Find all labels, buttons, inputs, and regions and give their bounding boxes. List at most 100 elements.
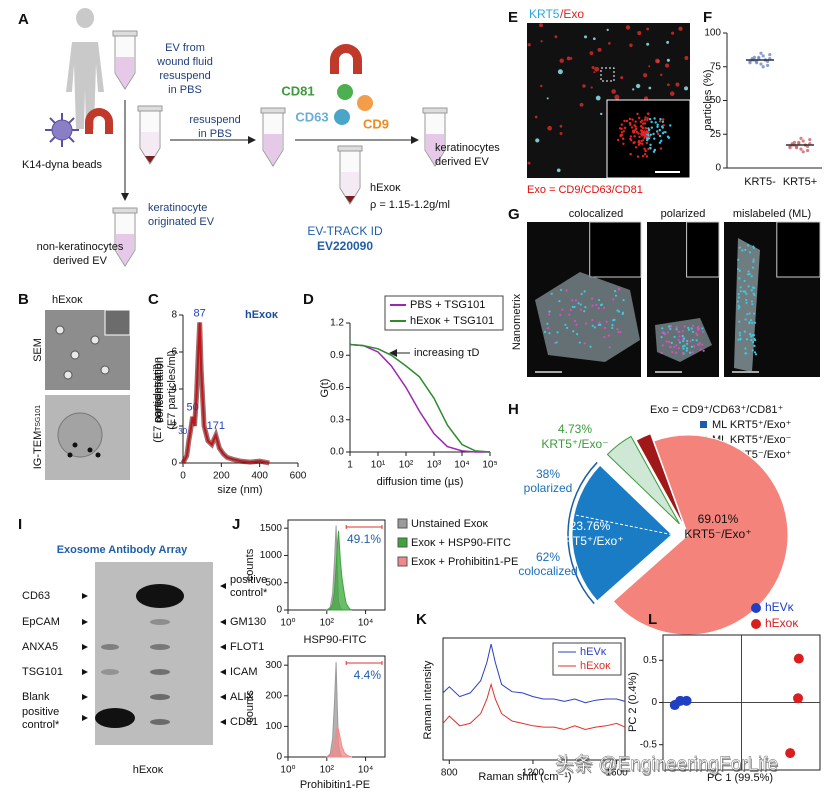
fluorescent-spot — [671, 31, 675, 35]
y-tick-label: 0.3 — [330, 414, 344, 425]
localization — [691, 338, 694, 342]
fluorescent-spot — [597, 47, 602, 52]
localization — [574, 299, 577, 302]
tube-cap — [260, 107, 286, 114]
localization — [750, 338, 753, 342]
localization — [660, 336, 663, 339]
localization — [613, 318, 616, 321]
label: resuspend — [159, 70, 210, 82]
localization — [681, 334, 684, 338]
localization — [577, 302, 580, 305]
localization — [591, 324, 594, 327]
localization — [751, 303, 754, 306]
panel-label: I — [18, 516, 22, 533]
localization — [559, 313, 562, 317]
localization — [683, 325, 686, 328]
localization — [565, 289, 568, 292]
y-tick-label: 0.6 — [330, 382, 344, 393]
label: PC 2 (0.4%) — [627, 672, 639, 732]
localization — [750, 275, 753, 278]
pointer — [220, 644, 226, 650]
correlation-curve — [349, 343, 491, 453]
label: Raman intensity — [422, 660, 434, 739]
panel-label: A — [18, 11, 29, 28]
localization — [573, 305, 576, 309]
inset-spot — [641, 154, 645, 158]
localization — [589, 345, 592, 348]
label: resuspend — [189, 114, 240, 126]
localization — [616, 309, 619, 312]
inset-spot — [641, 142, 644, 146]
legend-label: PBS + TSG101 — [410, 299, 485, 311]
localization — [739, 286, 742, 289]
inset-box — [600, 67, 615, 82]
inset-spot — [658, 141, 662, 144]
inset-spot — [633, 135, 636, 138]
y-tick-label: 1.2 — [330, 318, 344, 329]
localization — [745, 292, 748, 295]
localization — [689, 340, 692, 343]
label: hExoκ — [52, 294, 83, 306]
localization — [754, 353, 758, 356]
pointer — [82, 715, 88, 721]
localization — [702, 349, 705, 352]
label: size (nm) — [217, 484, 262, 496]
spectrum — [442, 682, 626, 731]
localization — [583, 342, 586, 345]
localization — [603, 335, 606, 339]
antibody-bead — [334, 109, 350, 125]
label: KRT5⁺/Exo⁺ — [556, 534, 623, 548]
fluorescent-spot — [666, 40, 670, 44]
label: 4.73% — [558, 422, 592, 436]
tube-liquid — [116, 234, 134, 265]
localization — [744, 248, 747, 252]
label: positive — [22, 706, 59, 718]
inset-spot — [656, 123, 659, 126]
label: ANXA5 — [22, 641, 58, 653]
dot — [755, 61, 759, 65]
y-tick-label: 0 — [276, 752, 282, 763]
dot — [797, 140, 801, 144]
dot — [761, 54, 765, 58]
y-tick-label: 0 — [651, 697, 657, 708]
inset-spot — [666, 135, 670, 138]
inset-spot — [646, 137, 649, 140]
label: EV220090 — [317, 239, 373, 253]
fluorescent-spot — [527, 161, 531, 165]
x-tick-label: 10⁰ — [280, 765, 295, 776]
x-tick-label: 800 — [441, 768, 458, 779]
localization — [690, 327, 693, 330]
label: increasing τD — [414, 347, 480, 359]
x-tick-label: 10² — [399, 460, 414, 471]
label: polarized — [524, 481, 573, 495]
localization — [616, 328, 619, 331]
inset-spot — [640, 133, 643, 136]
dot — [801, 150, 805, 154]
label: FLOT1 — [230, 641, 264, 653]
size-curve — [182, 322, 270, 464]
dot — [768, 53, 772, 57]
x-tick-label: 10⁴ — [358, 618, 373, 629]
y-tick-label: 0.5 — [643, 655, 657, 666]
point — [681, 695, 692, 706]
localization — [683, 344, 686, 347]
inset-spot — [629, 152, 632, 156]
tube-liquid — [426, 134, 444, 165]
fluorescent-spot — [675, 82, 680, 87]
localization — [622, 299, 625, 302]
fluorescent-spot — [665, 63, 670, 68]
inset-spot — [630, 126, 634, 129]
localization — [751, 321, 754, 325]
localization — [736, 300, 740, 303]
localization — [685, 349, 688, 352]
label: particles (%) — [702, 69, 714, 130]
inset-spot — [652, 150, 656, 153]
fluorescent-spot — [684, 86, 689, 91]
inset-spot — [650, 120, 653, 124]
antibody-bead — [337, 84, 353, 100]
localization — [695, 332, 698, 335]
inset-spot — [658, 128, 661, 132]
localization — [669, 346, 672, 349]
legend-box — [552, 642, 622, 676]
watermark-shadow: 头条 @EngineeringForLife — [556, 755, 779, 777]
